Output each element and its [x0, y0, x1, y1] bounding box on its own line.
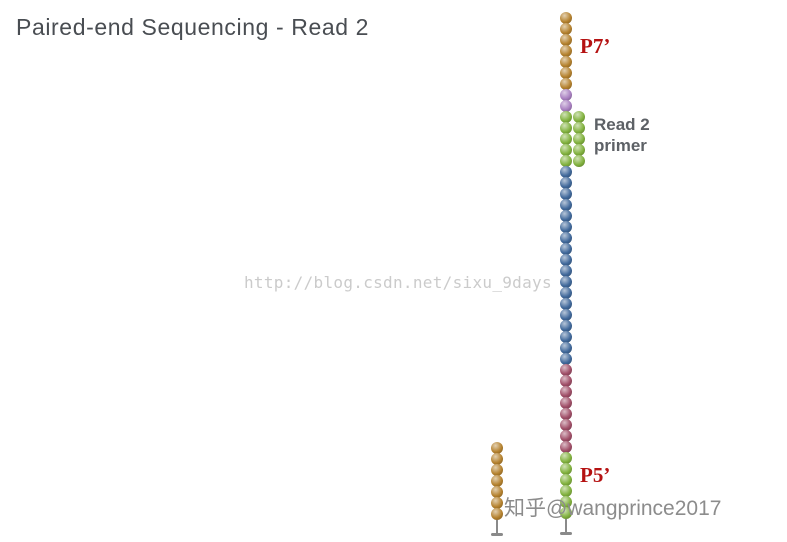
- insert-upper-bead: [560, 243, 572, 255]
- insert-upper-bead: [560, 287, 572, 299]
- surface-adapter-bead: [491, 453, 503, 465]
- read2-primer-bead: [573, 111, 585, 123]
- watermark-credit: 知乎@wangprince2017: [504, 497, 722, 520]
- p5-adapter-bead: [560, 485, 572, 497]
- insert-lower-bead: [560, 419, 572, 431]
- insert-lower-bead: [560, 397, 572, 409]
- index-region-bead: [560, 100, 572, 112]
- p5-adapter-bead: [560, 452, 572, 464]
- p7-adapter-bead: [560, 67, 572, 79]
- surface-anchor: [491, 520, 503, 536]
- label-read2-line1: Read 2: [594, 115, 650, 134]
- insert-upper-bead: [560, 177, 572, 189]
- insert-lower-bead: [560, 386, 572, 398]
- insert-upper-bead: [560, 353, 572, 365]
- insert-lower-bead: [560, 408, 572, 420]
- insert-upper-bead: [560, 254, 572, 266]
- insert-upper-bead: [560, 342, 572, 354]
- insert-upper-bead: [560, 298, 572, 310]
- p5-adapter-bead: [560, 496, 572, 508]
- surface-adapter-bead: [491, 442, 503, 454]
- p5-adapter-bead: [560, 474, 572, 486]
- p7-adapter-bead: [560, 34, 572, 46]
- surface-adapter-bead: [491, 497, 503, 509]
- insert-upper-bead: [560, 221, 572, 233]
- insert-lower-bead: [560, 441, 572, 453]
- insert-upper-bead: [560, 331, 572, 343]
- insert-upper-bead: [560, 320, 572, 332]
- read2-primer-bead: [573, 133, 585, 145]
- read2-primer-bead: [560, 122, 572, 134]
- read2-primer-bead: [560, 155, 572, 167]
- read2-primer-bead: [560, 144, 572, 156]
- read2-primer-bead: [560, 111, 572, 123]
- insert-upper-bead: [560, 265, 572, 277]
- insert-upper-bead: [560, 199, 572, 211]
- insert-upper-bead: [560, 166, 572, 178]
- surface-adapter-bead: [491, 464, 503, 476]
- insert-lower-bead: [560, 364, 572, 376]
- p5-adapter-bead: [560, 463, 572, 475]
- read2-primer-bead: [573, 122, 585, 134]
- index-region-bead: [560, 89, 572, 101]
- p7-adapter-bead: [560, 23, 572, 35]
- label-read2-line2: primer: [594, 136, 647, 156]
- surface-adapter-bead: [491, 486, 503, 498]
- insert-upper-bead: [560, 276, 572, 288]
- insert-upper-bead: [560, 232, 572, 244]
- surface-adapter-bead: [491, 475, 503, 487]
- surface-anchor: [560, 519, 572, 535]
- page-title: Paired-end Sequencing - Read 2: [16, 14, 370, 40]
- read2-primer-bead: [573, 144, 585, 156]
- insert-upper-bead: [560, 188, 572, 200]
- p7-adapter-bead: [560, 45, 572, 57]
- p7-adapter-bead: [560, 12, 572, 24]
- surface-adapter-bead: [491, 508, 503, 520]
- insert-upper-bead: [560, 210, 572, 222]
- p7-adapter-bead: [560, 56, 572, 68]
- watermark-url: http://blog.csdn.net/sixu_9days: [244, 273, 552, 292]
- insert-lower-bead: [560, 375, 572, 387]
- insert-lower-bead: [560, 430, 572, 442]
- p5-adapter-bead: [560, 507, 572, 519]
- read2-primer-bead: [573, 155, 585, 167]
- read2-primer-bead: [560, 133, 572, 145]
- p7-adapter-bead: [560, 78, 572, 90]
- insert-upper-bead: [560, 309, 572, 321]
- label-p5-prime: P5’: [580, 463, 611, 487]
- label-read2-primer: Read 2 primer: [594, 114, 650, 157]
- label-p7-prime: P7’: [580, 34, 611, 58]
